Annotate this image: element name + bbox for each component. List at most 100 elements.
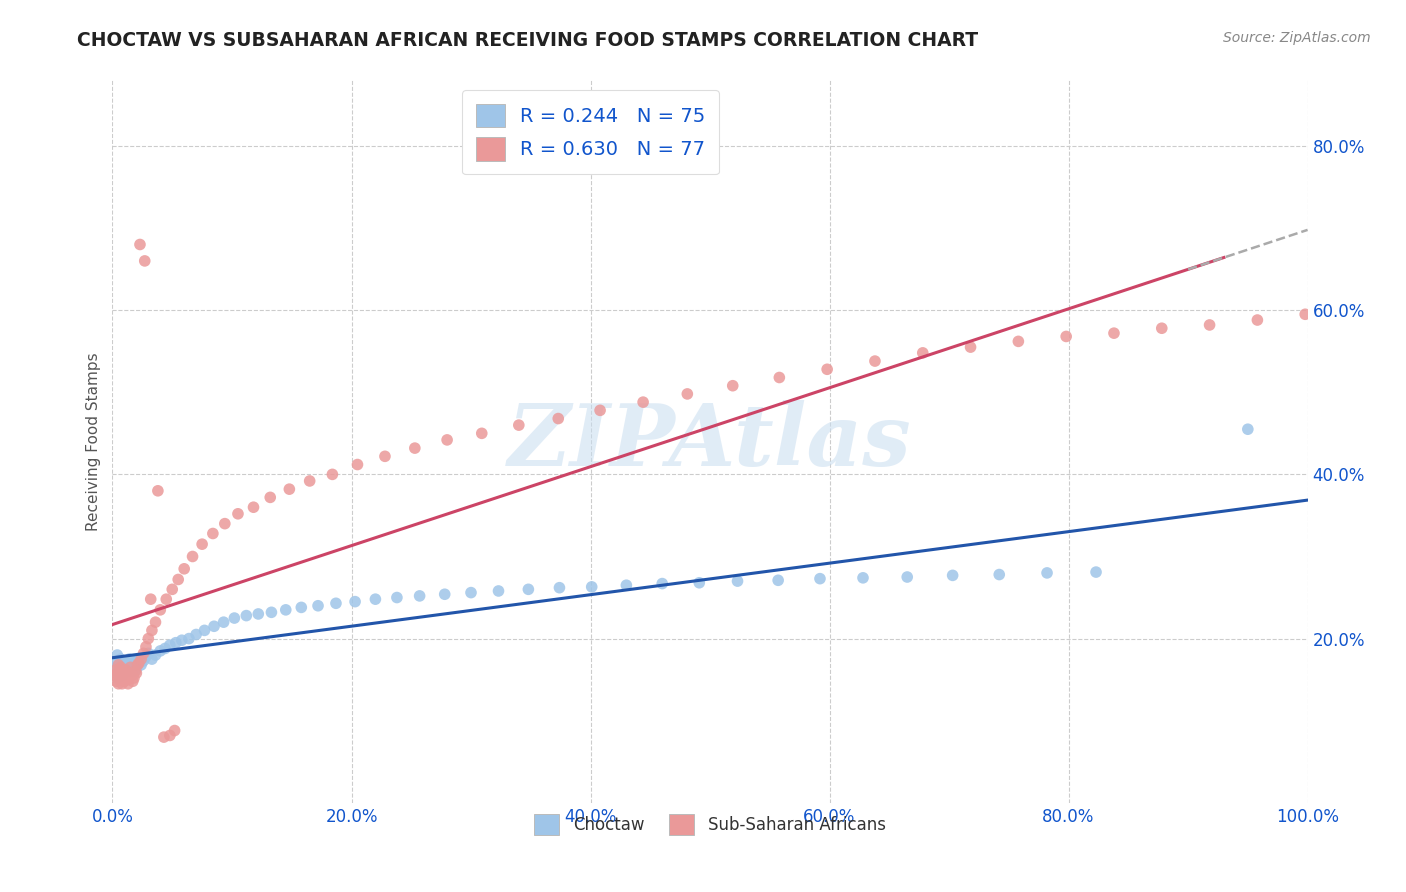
- Point: [108, 663, 131, 677]
- Point: [307, 599, 329, 613]
- Point: [111, 677, 134, 691]
- Legend: Choctaw, Sub-Saharan Africans: Choctaw, Sub-Saharan Africans: [527, 808, 893, 841]
- Point: [408, 589, 430, 603]
- Point: [149, 644, 172, 658]
- Point: [129, 652, 152, 666]
- Point: [107, 657, 129, 672]
- Point: [125, 666, 148, 681]
- Point: [104, 660, 127, 674]
- Point: [110, 671, 132, 685]
- Point: [134, 253, 156, 268]
- Point: [589, 403, 612, 417]
- Point: [242, 500, 264, 515]
- Point: [107, 665, 129, 679]
- Point: [120, 660, 142, 674]
- Point: [911, 346, 934, 360]
- Point: [128, 657, 150, 671]
- Point: [863, 354, 886, 368]
- Point: [1150, 321, 1173, 335]
- Point: [110, 660, 132, 674]
- Point: [129, 657, 152, 672]
- Point: [1036, 566, 1059, 580]
- Point: [104, 668, 127, 682]
- Point: [122, 671, 145, 685]
- Text: Source: ZipAtlas.com: Source: ZipAtlas.com: [1223, 31, 1371, 45]
- Point: [149, 603, 172, 617]
- Point: [159, 729, 181, 743]
- Point: [167, 573, 190, 587]
- Point: [274, 603, 297, 617]
- Point: [727, 574, 749, 588]
- Point: [127, 657, 149, 672]
- Point: [165, 636, 187, 650]
- Point: [616, 578, 638, 592]
- Point: [436, 433, 458, 447]
- Point: [105, 655, 128, 669]
- Point: [114, 666, 135, 681]
- Point: [224, 611, 246, 625]
- Point: [815, 362, 838, 376]
- Point: [105, 648, 128, 662]
- Point: [105, 666, 128, 681]
- Point: [107, 668, 129, 682]
- Point: [110, 666, 132, 681]
- Point: [128, 652, 150, 666]
- Point: [118, 666, 141, 681]
- Point: [111, 665, 134, 679]
- Point: [105, 671, 128, 685]
- Point: [107, 677, 129, 691]
- Point: [364, 592, 387, 607]
- Point: [121, 665, 143, 679]
- Point: [124, 665, 146, 679]
- Point: [321, 467, 343, 482]
- Point: [120, 657, 142, 671]
- Point: [385, 591, 408, 605]
- Point: [1054, 329, 1077, 343]
- Point: [346, 458, 368, 472]
- Point: [374, 450, 396, 464]
- Text: ZIPAtlas: ZIPAtlas: [508, 400, 912, 483]
- Point: [202, 619, 225, 633]
- Point: [460, 585, 482, 599]
- Point: [631, 395, 654, 409]
- Point: [114, 668, 135, 682]
- Point: [141, 624, 163, 638]
- Point: [214, 516, 236, 531]
- Point: [548, 581, 571, 595]
- Point: [117, 662, 139, 676]
- Point: [138, 646, 160, 660]
- Point: [114, 655, 136, 669]
- Point: [121, 674, 143, 689]
- Point: [170, 633, 193, 648]
- Point: [105, 663, 128, 677]
- Point: [766, 574, 789, 588]
- Point: [181, 549, 204, 564]
- Point: [135, 640, 157, 654]
- Point: [145, 648, 167, 662]
- Point: [278, 482, 301, 496]
- Point: [177, 632, 200, 646]
- Point: [139, 592, 162, 607]
- Point: [114, 660, 135, 674]
- Point: [676, 387, 699, 401]
- Point: [721, 378, 744, 392]
- Point: [193, 624, 215, 638]
- Point: [138, 632, 160, 646]
- Point: [959, 340, 981, 354]
- Point: [988, 567, 1011, 582]
- Point: [808, 572, 831, 586]
- Point: [112, 657, 135, 671]
- Point: [125, 662, 148, 676]
- Point: [159, 638, 181, 652]
- Point: [290, 600, 312, 615]
- Point: [186, 627, 208, 641]
- Point: [1085, 565, 1108, 579]
- Point: [115, 673, 138, 687]
- Point: [226, 507, 249, 521]
- Point: [942, 568, 965, 582]
- Point: [112, 673, 135, 687]
- Point: [325, 596, 347, 610]
- Point: [132, 654, 155, 668]
- Point: [129, 237, 152, 252]
- Point: [260, 605, 283, 619]
